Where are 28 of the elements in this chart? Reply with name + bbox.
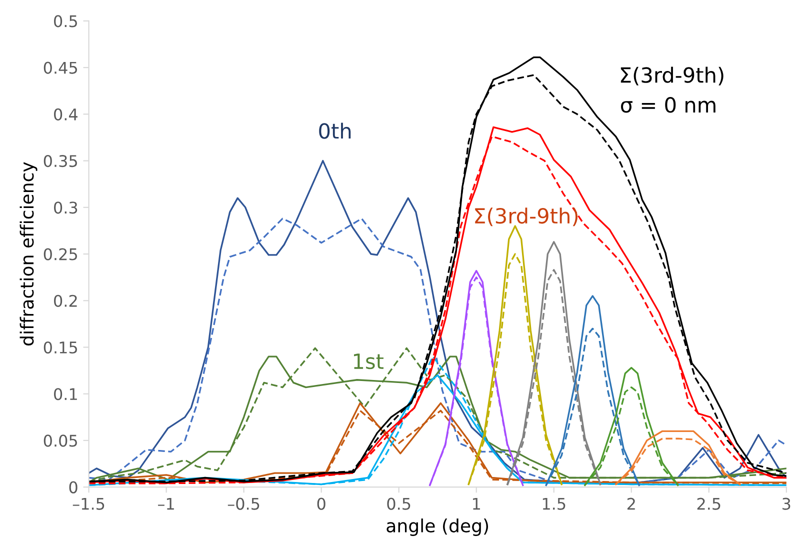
x-tick-label: 1 (473, 498, 480, 510)
x-tick-label: 2 (627, 498, 635, 510)
y-tick-label: 0.1 (54, 388, 77, 400)
y-tick-label: 0.4 (54, 108, 78, 120)
x-tick-label: 0.5 (387, 498, 410, 510)
y-tick-label: 0.45 (44, 62, 77, 74)
y-tick-label: 0.2 (54, 294, 77, 307)
x-tick-label: 3 (782, 498, 790, 510)
x-tick-label: 2.5 (697, 498, 720, 510)
y-tick-label: 0 (69, 481, 78, 494)
series-label: 0th (319, 122, 351, 139)
annotation: σ = 0 nm (621, 96, 716, 113)
series-label: Σ(3rd-9th) (475, 208, 578, 226)
x-axis-title: angle (deg) (386, 518, 488, 536)
y-tick-label: 0.35 (44, 154, 77, 168)
y-tick-label: 0.3 (54, 202, 78, 214)
y-tick-label: 0.05 (44, 434, 77, 447)
x-tick-label: 0 (317, 498, 326, 510)
x-tick-label: –1 (158, 498, 174, 510)
y-axis-title: diffraction efficiency (20, 162, 38, 346)
series-label: Σ(3rd-9th) (620, 66, 724, 86)
y-tick-label: 0.25 (44, 248, 77, 260)
x-tick-label: –0.5 (228, 498, 260, 510)
x-tick-label: 1.5 (542, 498, 566, 510)
y-tick-label: 0.5 (54, 15, 77, 28)
y-tick-label: 0.15 (44, 341, 77, 354)
x-tick-label: –1.5 (72, 498, 104, 510)
series-label: 1st (354, 354, 384, 370)
